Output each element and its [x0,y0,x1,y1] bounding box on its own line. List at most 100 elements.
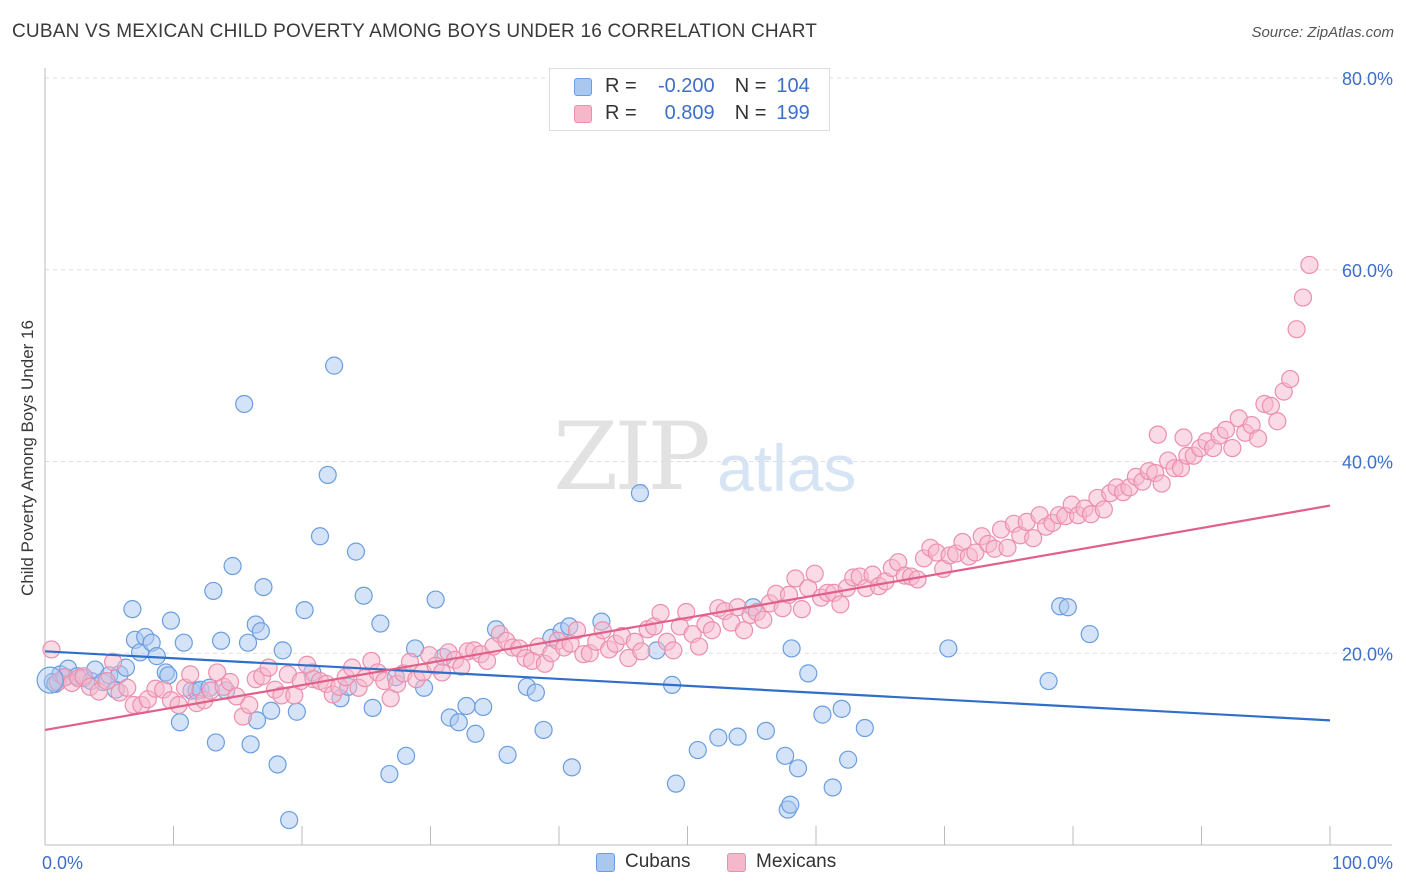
mexicans-point [259,658,278,677]
cubans-point [756,721,775,741]
cubans-point [939,639,958,658]
cubans-point [709,728,728,747]
source-label: Source: ZipAtlas.com [1251,24,1394,41]
mexicans-point [1223,438,1242,458]
cubans-point [630,484,650,503]
cubans-point [799,664,818,683]
mexicans-point [664,641,683,660]
cubans-point [346,542,366,561]
cubans-point [251,622,270,641]
mexicans-point [805,564,824,583]
mexicans-n-label: N = [734,102,767,124]
cubans-point [206,733,226,752]
y-tick-label: 20.0% [1342,644,1393,664]
mexicans-point [632,642,651,661]
mexicans-point [792,600,811,619]
cubans-point [280,810,299,830]
cubans-n-value: 104 [776,75,810,97]
cubans-point [782,639,801,658]
cubans-point [235,394,254,414]
legend-item-cubans[interactable]: Cubans [596,851,691,873]
series-legend: Cubans Mexicans [0,851,1406,879]
mexicans-n-value: 199 [776,102,810,124]
cubans-point [1080,624,1099,644]
mexicans-point [651,603,670,623]
cubans-n-label: N = [734,75,767,97]
cubans-point [788,759,808,778]
mexicans-point [998,538,1017,557]
legend-row-cubans: R = -0.200 N = 104 [574,75,810,98]
legend-row-mexicans: R = 0.809 N = 199 [574,102,810,125]
cubans-point [534,720,553,740]
mexicans-point [1094,500,1113,519]
cubans-point [204,581,223,601]
cubans-point [1058,598,1077,617]
cubans-point [254,577,273,597]
cubans-point [474,697,493,717]
mexicans-point [97,671,116,691]
cubans-point [123,600,142,619]
cubans-point [170,713,190,732]
mexicans-point [240,695,259,715]
cubans-point [287,702,306,721]
mexicans-point [181,665,200,684]
mexicans-point [1261,396,1280,415]
mexicans-swatch [574,104,592,123]
cubans-point [174,633,193,652]
cubans-point [325,356,344,375]
cubans-point [457,696,476,716]
cubans-point [832,699,851,718]
mexicans-r-label: R = [605,102,637,124]
cubans-point [823,778,842,797]
cubans-legend-label: Cubans [625,851,691,872]
mexicans-point [734,621,754,640]
cubans-point [262,701,281,720]
cubans-point [781,795,800,814]
cubans-point [161,611,181,630]
mexicans-point [1287,320,1306,339]
cubans-point [776,746,795,765]
mexicans-point [118,678,137,697]
cubans-point [238,633,258,652]
x-tick-label: 100.0% [1332,853,1393,873]
cubans-point [211,631,231,650]
cubans-point [666,774,686,793]
mexicans-point [754,610,773,629]
cubans-point [318,465,337,485]
legend-item-mexicans[interactable]: Mexicans [727,851,836,873]
cubans-point [363,698,382,717]
x-tick-label: 0.0% [42,853,83,873]
cubans-r-label: R = [605,75,637,97]
cubans-swatch [574,77,592,96]
mexicans-point [1174,428,1193,447]
mexicans-point [1281,369,1300,389]
mexicans-point [1216,420,1236,439]
mexicans-point [1248,429,1268,448]
watermark-atlas: atlas [717,431,857,505]
mexicans-legend-label: Mexicans [756,851,837,872]
cubans-point [36,666,64,694]
mexicans-point [1300,255,1319,275]
mexicans-point [1148,425,1167,444]
mexicans-point [104,652,123,671]
cubans-point [354,586,373,605]
mexicans-point [702,621,722,640]
mexicans-point [567,621,587,640]
cubans-point [688,740,707,760]
cubans-point [449,713,468,732]
mexicans-point [1024,529,1043,548]
cubans-point [241,735,260,754]
mexicans-point [1152,474,1171,493]
cubans-point [728,727,747,746]
y-tick-label: 40.0% [1342,453,1393,473]
mexicans-legend-swatch [727,852,746,872]
cubans-point [380,764,399,784]
cubans-point [562,758,581,777]
cubans-point [466,724,485,743]
cubans-point [498,745,517,764]
y-tick-label: 60.0% [1342,261,1393,281]
cubans-point [839,750,858,769]
mexicans-point [786,569,805,588]
mexicans-point [689,637,709,656]
